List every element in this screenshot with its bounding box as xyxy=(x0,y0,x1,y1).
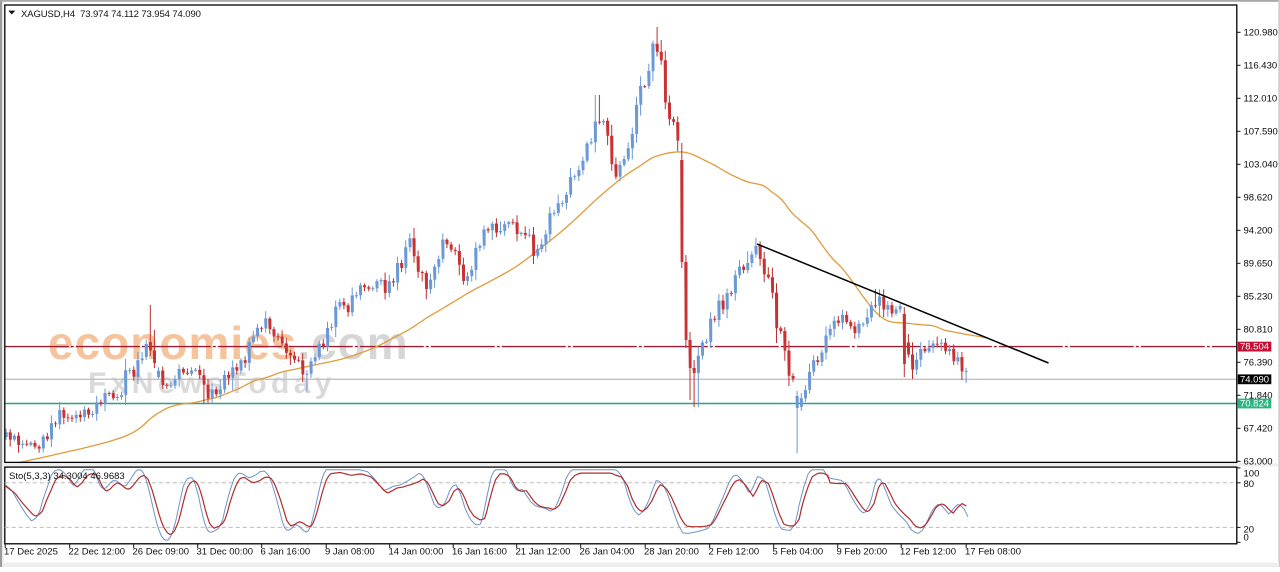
svg-text:12 Feb 12:00: 12 Feb 12:00 xyxy=(900,547,956,558)
svg-text:107.590: 107.590 xyxy=(1244,127,1278,138)
svg-text:112.010: 112.010 xyxy=(1244,94,1278,105)
svg-text:26 Dec 09:00: 26 Dec 09:00 xyxy=(133,547,190,558)
svg-text:17 Dec 2025: 17 Dec 2025 xyxy=(4,547,58,558)
svg-text:9 Jan 08:00: 9 Jan 08:00 xyxy=(325,547,375,558)
svg-text:14 Jan 00:00: 14 Jan 00:00 xyxy=(389,547,444,558)
svg-text:120.980: 120.980 xyxy=(1244,28,1278,39)
svg-text:71.840: 71.840 xyxy=(1244,391,1273,402)
svg-text:21 Jan 12:00: 21 Jan 12:00 xyxy=(516,547,571,558)
svg-text:85.230: 85.230 xyxy=(1244,292,1273,303)
svg-text:XAGUSD,H4 73.974 74.112 73.95: XAGUSD,H4 73.974 74.112 73.954 74.090 xyxy=(21,9,201,20)
svg-text:78.504: 78.504 xyxy=(1240,342,1269,353)
svg-text:5 Feb 04:00: 5 Feb 04:00 xyxy=(773,547,824,558)
svg-text:70.824: 70.824 xyxy=(1240,399,1269,410)
svg-text:31 Dec 00:00: 31 Dec 00:00 xyxy=(197,547,254,558)
svg-text:80: 80 xyxy=(1244,479,1255,490)
svg-text:94.200: 94.200 xyxy=(1244,226,1273,237)
svg-text:economies.com: economies.com xyxy=(48,317,409,369)
svg-text:63.000: 63.000 xyxy=(1244,457,1273,468)
svg-text:28 Jan 20:00: 28 Jan 20:00 xyxy=(644,547,699,558)
svg-text:9 Feb 20:00: 9 Feb 20:00 xyxy=(837,547,888,558)
svg-text:22 Dec 12:00: 22 Dec 12:00 xyxy=(69,547,126,558)
svg-text:89.650: 89.650 xyxy=(1244,259,1273,270)
svg-text:Sto(5,3,3) 34.3004 46.9683: Sto(5,3,3) 34.3004 46.9683 xyxy=(9,471,125,482)
svg-text:76.390: 76.390 xyxy=(1244,358,1273,369)
svg-text:103.040: 103.040 xyxy=(1244,160,1278,171)
svg-text:0: 0 xyxy=(1244,532,1249,543)
svg-text:80.810: 80.810 xyxy=(1244,325,1273,336)
svg-text:16 Jan 16:00: 16 Jan 16:00 xyxy=(452,547,507,558)
svg-text:74.090: 74.090 xyxy=(1240,374,1269,385)
svg-text:26 Jan 04:00: 26 Jan 04:00 xyxy=(580,547,635,558)
svg-text:116.430: 116.430 xyxy=(1244,61,1278,72)
svg-text:FxNewsToday: FxNewsToday xyxy=(88,367,336,400)
svg-text:98.620: 98.620 xyxy=(1244,193,1273,204)
svg-text:20: 20 xyxy=(1244,525,1255,536)
svg-text:6 Jan 16:00: 6 Jan 16:00 xyxy=(261,547,311,558)
svg-text:2 Feb 12:00: 2 Feb 12:00 xyxy=(709,547,760,558)
svg-text:17 Feb 08:00: 17 Feb 08:00 xyxy=(965,547,1021,558)
svg-text:67.420: 67.420 xyxy=(1244,424,1273,435)
svg-text:100: 100 xyxy=(1244,469,1260,480)
